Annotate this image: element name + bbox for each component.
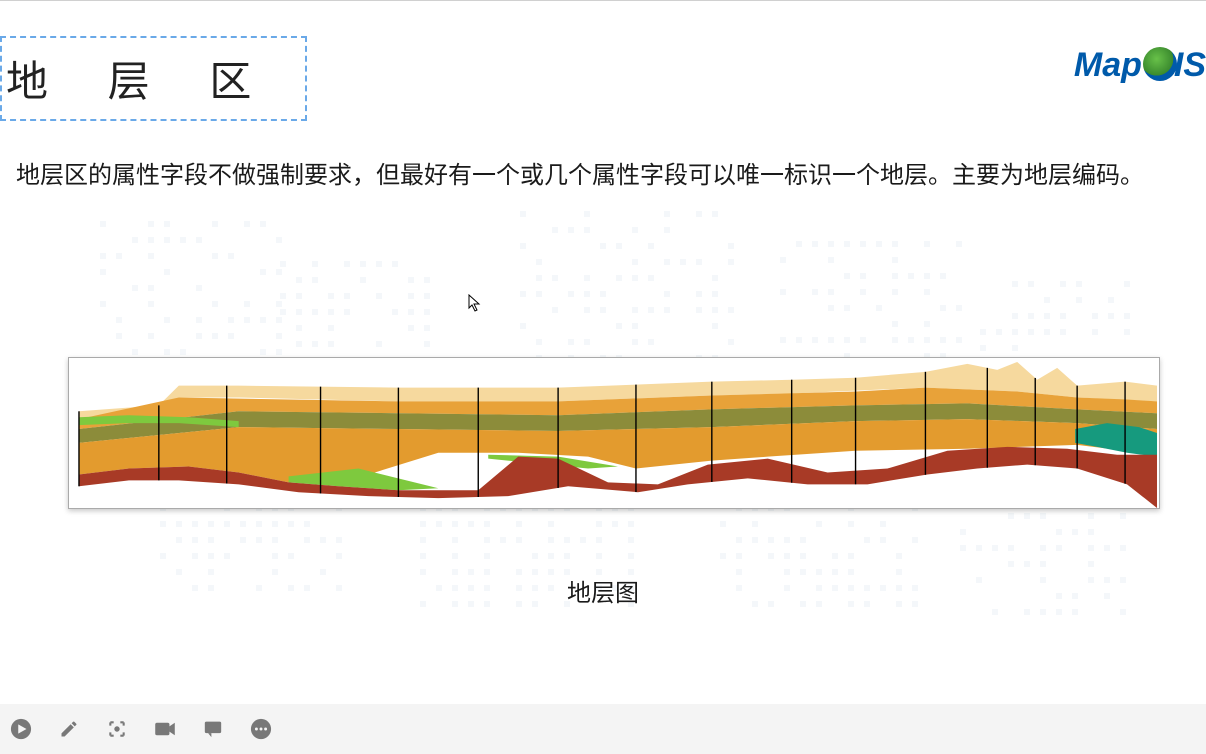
caption-button[interactable] bbox=[200, 716, 226, 742]
globe-icon bbox=[1143, 47, 1177, 81]
focus-button[interactable] bbox=[104, 716, 130, 742]
play-button[interactable] bbox=[8, 716, 34, 742]
slide-title[interactable]: 地 层 区 bbox=[0, 36, 307, 121]
body-paragraph: 地层区的属性字段不做强制要求，但最好有一个或几个属性字段可以唯一标识一个地层。主… bbox=[16, 157, 1186, 195]
more-button[interactable] bbox=[248, 716, 274, 742]
player-toolbar bbox=[0, 704, 1206, 754]
logo-word-b: IS bbox=[1174, 46, 1206, 84]
logo-word-a: Map bbox=[1074, 46, 1142, 84]
logo: Map IS bbox=[1074, 46, 1206, 85]
cross-section-svg bbox=[69, 358, 1159, 508]
slide-canvas: 地 层 区 Map IS 地层区的属性字段不做强制要求，但最好有一个或几个属性字段… bbox=[0, 0, 1206, 694]
chart-caption: 地层图 bbox=[0, 573, 1206, 608]
stratum-cross-section bbox=[68, 357, 1160, 509]
record-button[interactable] bbox=[152, 716, 178, 742]
cursor-icon bbox=[468, 294, 482, 312]
edit-button[interactable] bbox=[56, 716, 82, 742]
